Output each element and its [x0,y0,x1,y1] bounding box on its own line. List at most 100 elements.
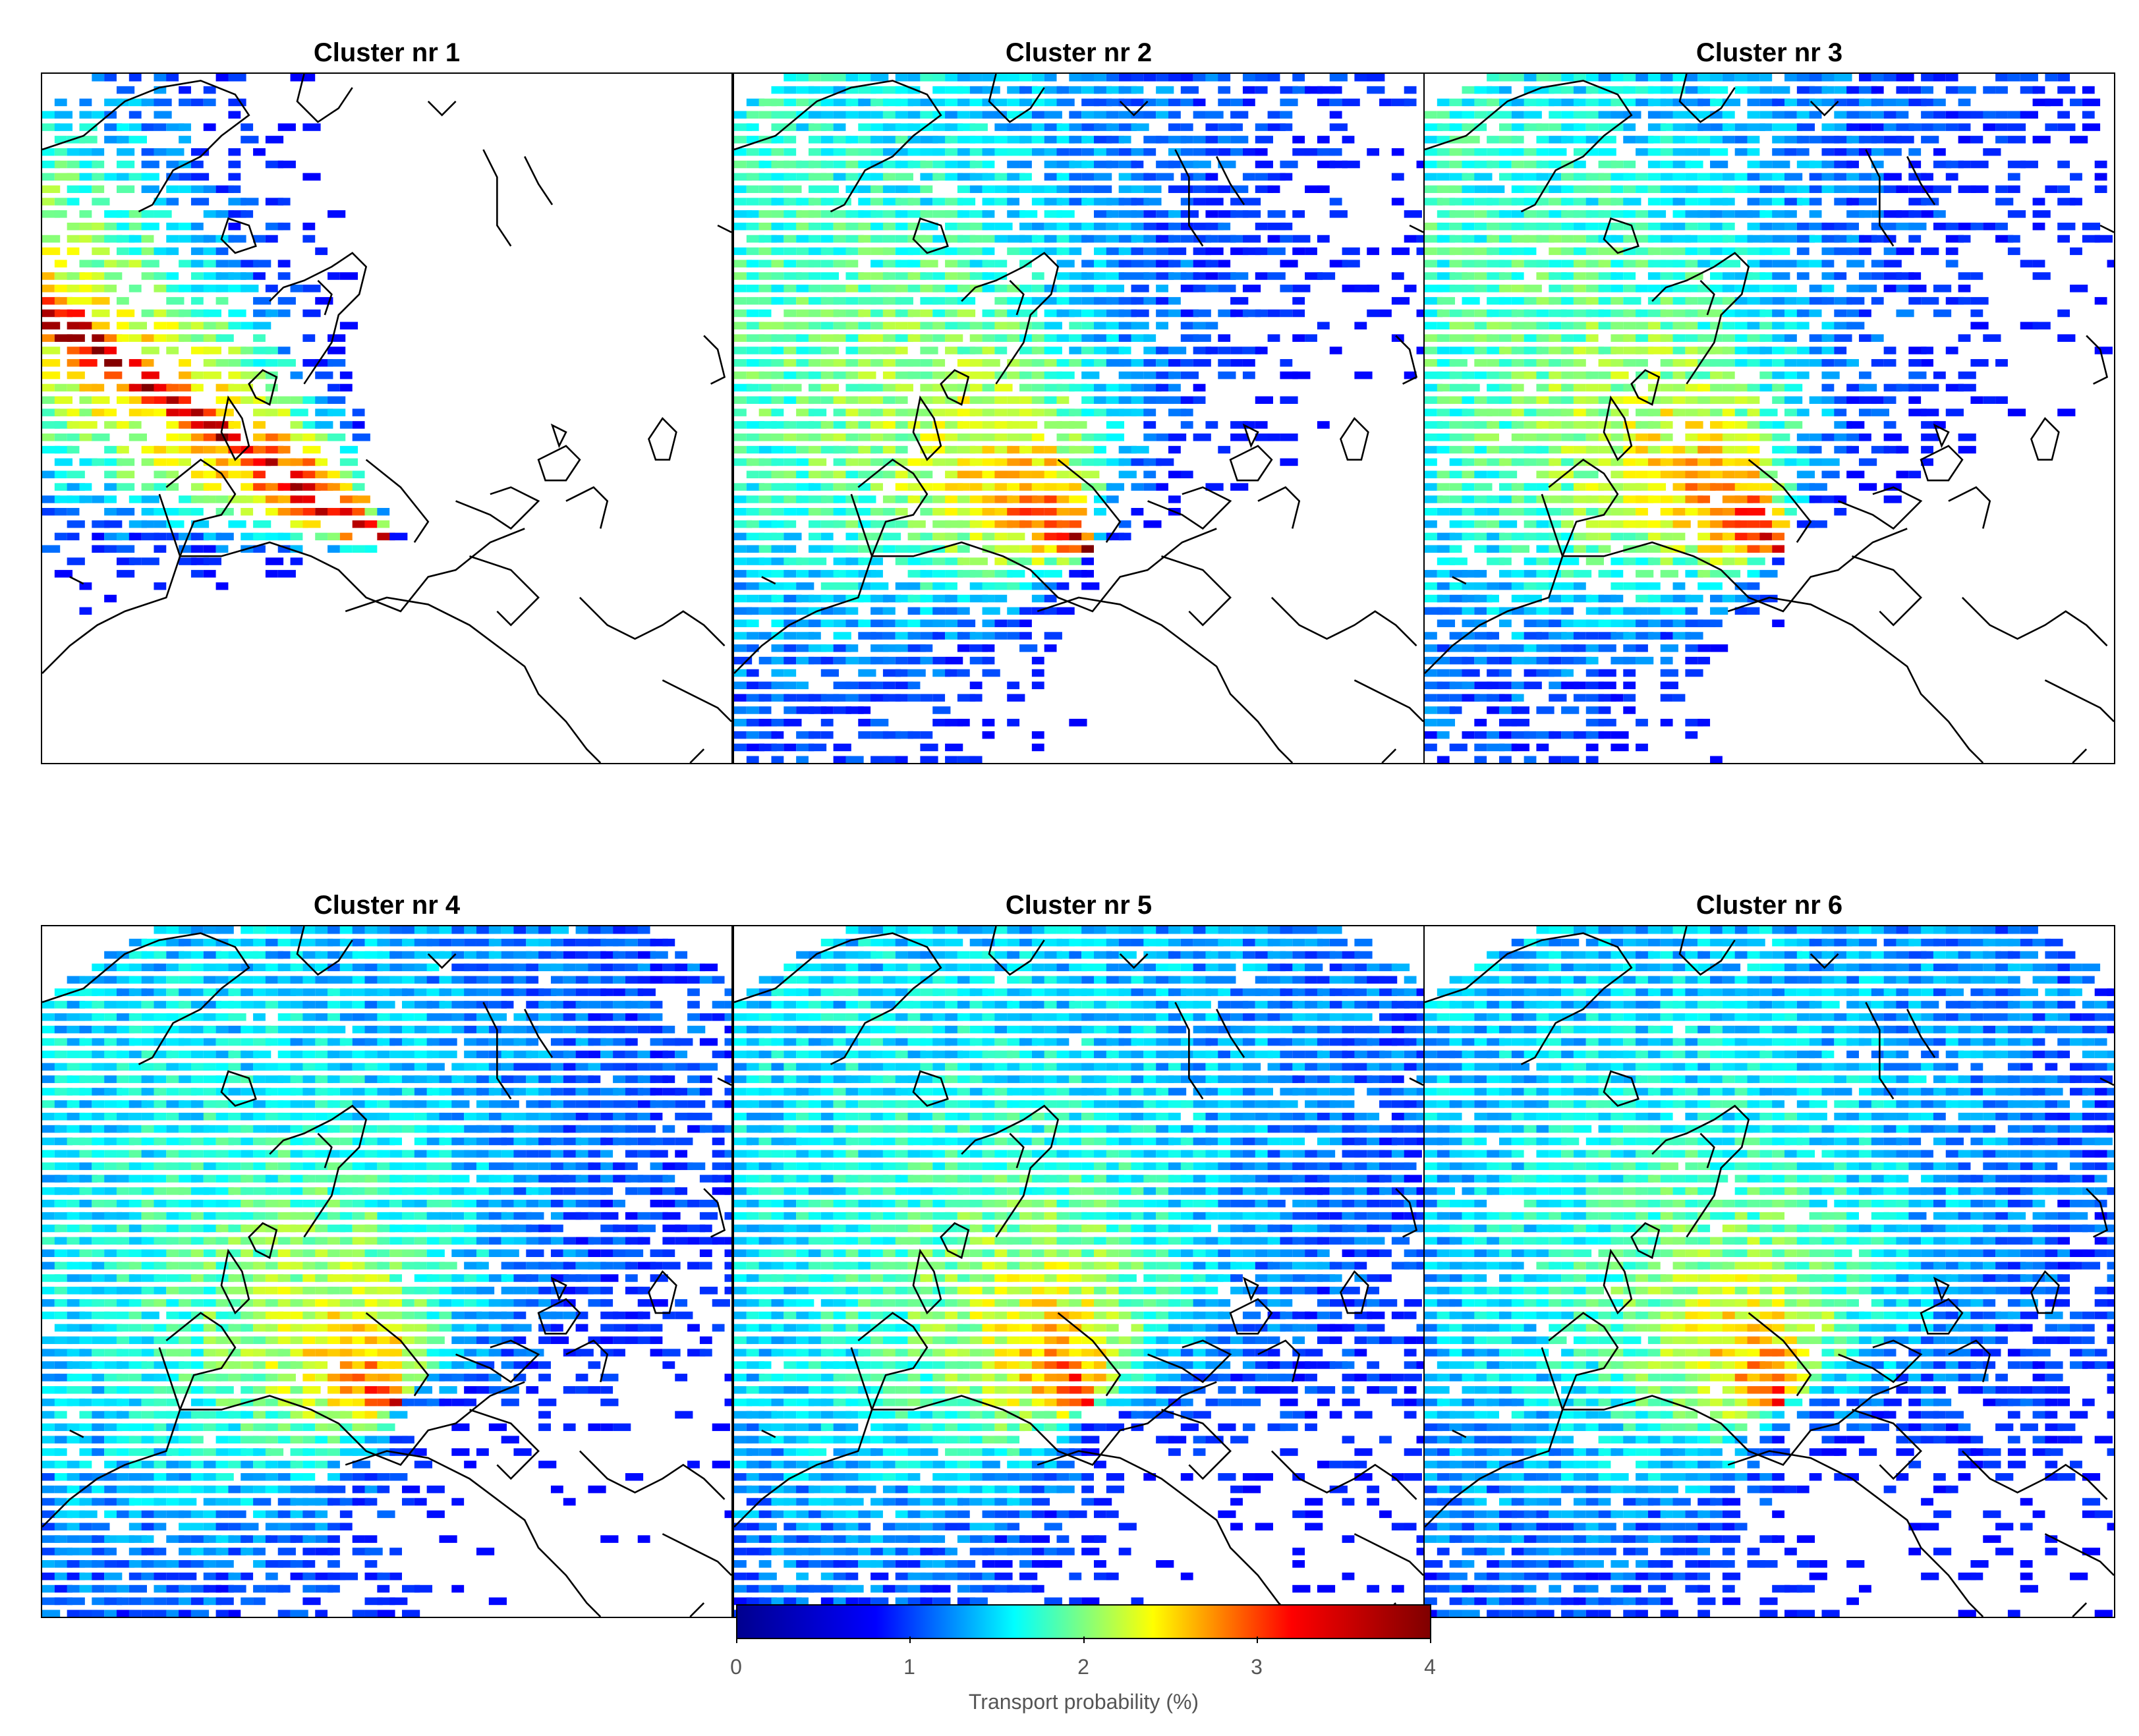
probability-cell [179,371,197,379]
probability-cell [771,296,784,305]
probability-cell [1131,235,1149,243]
coastline-segment [1340,416,1369,461]
probability-cell [1834,185,1852,193]
probability-cell [215,582,229,590]
probability-cell [932,198,946,206]
probability-cell [501,1001,514,1009]
probability-cell [1449,173,1468,181]
probability-cell [1449,98,1462,107]
probability-cell [2007,235,2020,243]
probability-cell [1561,247,1580,256]
probability-cell [1685,495,1703,503]
probability-cell [650,976,668,984]
probability-cell [265,976,278,984]
probability-cell [1734,285,1748,293]
probability-cell [1193,260,1211,267]
probability-cell [116,963,135,972]
probability-cell [1498,743,1518,752]
probability-cell [1019,545,1038,553]
probability-cell [982,272,995,280]
probability-cell [116,445,129,454]
probability-cell [845,706,864,714]
probability-cell [104,111,117,119]
probability-cell [1896,111,1909,119]
probability-cell [758,532,777,541]
probability-cell [833,607,846,615]
probability-cell [92,1088,110,1096]
probability-cell [1056,309,1075,318]
probability-cell [328,963,340,972]
probability-cell [1193,396,1206,405]
probability-cell [253,359,271,367]
probability-cell [228,445,241,454]
probability-cell [364,938,383,947]
probability-cell [1883,173,1902,181]
probability-cell [1722,235,1735,243]
probability-cell [1660,136,1678,144]
probability-cell [734,296,747,305]
probability-cell [228,74,246,82]
probability-cell [1474,743,1487,752]
probability-cell [771,123,789,131]
probability-cell [1193,74,1206,82]
probability-cell [328,1050,340,1059]
probability-cell [1573,247,1592,256]
probability-cell [1660,632,1673,640]
coastline-segment [1603,217,1640,254]
probability-cell [1524,632,1542,640]
probability-cell [402,1063,420,1071]
probability-cell [1019,619,1032,627]
probability-cell [154,309,167,318]
probability-cell [1821,222,1840,231]
probability-cell [1710,160,1728,169]
probability-cell [1081,458,1100,466]
probability-cell [1623,421,1641,429]
probability-cell [1437,334,1450,342]
probability-cell [1031,681,1044,690]
probability-cell [870,136,883,144]
probability-cell [154,976,167,984]
probability-cell [1834,495,1847,503]
probability-cell [1069,123,1082,131]
probability-cell [1561,594,1574,603]
probability-cell [550,926,569,934]
probability-cell [1883,98,1897,107]
probability-cell [2094,235,2113,243]
probability-cell [1660,470,1678,479]
probability-cell [1647,632,1667,640]
probability-cell [1462,396,1475,405]
probability-cell [1511,545,1529,553]
probability-cell [1425,706,1437,714]
probability-cell [1056,470,1070,479]
probability-cell [1772,148,1790,156]
probability-cell [662,1063,675,1071]
probability-cell [957,222,976,231]
probability-cell [1784,111,1797,119]
probability-cell [712,1013,730,1021]
probability-cell [364,1038,383,1046]
probability-cell [1772,545,1785,553]
probability-cell [2045,98,2063,107]
probability-cell [1549,185,1567,193]
probability-cell [1462,495,1475,503]
probability-cell [92,988,105,996]
probability-cell [1598,545,1611,553]
probability-cell [1255,74,1273,82]
probability-cell [1636,359,1648,367]
probability-cell [1056,383,1075,392]
probability-cell [1660,309,1673,318]
probability-cell [1672,383,1686,392]
probability-cell [190,507,204,516]
probability-cell [92,111,105,119]
probability-cell [1549,445,1567,454]
probability-cell [637,951,656,959]
probability-cell [1449,470,1462,479]
probability-cell [907,198,921,206]
probability-cell [203,445,216,454]
probability-cell [1636,235,1654,243]
probability-cell [1462,322,1475,330]
probability-cell [1660,421,1673,429]
probability-cell [116,545,135,553]
probability-cell [389,1025,403,1034]
probability-cell [1734,185,1748,193]
